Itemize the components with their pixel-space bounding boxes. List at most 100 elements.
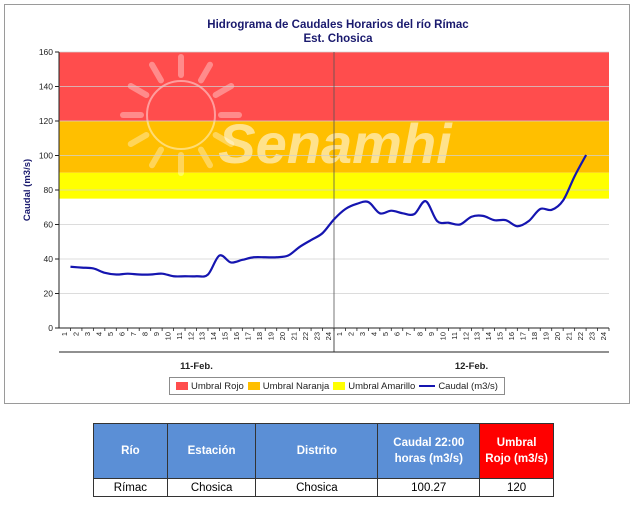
x-tick-label: 12 [461, 332, 470, 340]
x-tick-label: 10 [438, 332, 447, 340]
x-tick-label: 1 [335, 332, 344, 336]
legend-item-naranja: Umbral Naranja [247, 380, 330, 392]
table-header-row: Río Estación Distrito Caudal 22:00 horas… [93, 423, 554, 479]
x-tick-label: 13 [198, 332, 207, 340]
legend-label-caudal: Caudal (m3/s) [438, 380, 498, 392]
y-tick-label: 40 [44, 254, 54, 264]
x-tick-label: 19 [541, 332, 550, 340]
watermark-text: Senamhi [218, 112, 453, 175]
legend-item-amarillo: Umbral Amarillo [333, 381, 415, 392]
header-rio: Río [93, 423, 168, 479]
x-tick-label: 3 [358, 332, 367, 336]
watermark-ray [212, 132, 235, 147]
x-tick-label: 24 [599, 332, 608, 340]
x-tick-label: 8 [415, 332, 424, 336]
hydrograph-chart: Hidrograma de Caudales Horarios del río … [22, 19, 610, 372]
legend-label-amarillo: Umbral Amarillo [348, 380, 416, 392]
y-axis-label: Caudal (m3/s) [22, 159, 33, 221]
x-tick-label: 16 [507, 332, 516, 340]
x-tick-label: 20 [278, 332, 287, 340]
y-tick-label: 120 [39, 116, 53, 126]
x-tick-label: 2 [72, 332, 81, 336]
x-tick-label: 7 [129, 332, 138, 336]
watermark-ray [198, 61, 213, 84]
header-distrito: Distrito [255, 423, 379, 479]
legend-swatch-amarillo [333, 382, 346, 390]
x-tick-label: 17 [519, 332, 528, 340]
x-tick-label: 17 [244, 332, 253, 340]
watermark-sun-icon [146, 80, 216, 150]
series-line-caudal [70, 154, 588, 278]
legend-line-caudal [419, 385, 436, 387]
series-layer [70, 154, 588, 278]
x-tick-label: 8 [140, 332, 149, 336]
y-tick-label: 140 [39, 82, 53, 92]
cell-estacion: Chosica [166, 478, 257, 497]
legend-swatch-rojo [175, 382, 188, 390]
x-tick-label: 23 [312, 332, 321, 340]
watermark-ray [212, 83, 235, 98]
x-tick-label: 6 [393, 332, 402, 336]
chart-title: Hidrograma de Caudales Horarios del río … [207, 19, 469, 31]
x-tick-label: 18 [530, 332, 539, 340]
x-tick-label: 12 [186, 332, 195, 340]
x-tick-label: 4 [95, 332, 104, 336]
day-label: 12-Feb. [455, 361, 488, 372]
x-tick-label: 3 [83, 332, 92, 336]
legend-label-naranja: Umbral Naranja [262, 380, 330, 392]
watermark-ray [198, 146, 213, 169]
cell-distrito: Chosica [255, 478, 379, 497]
x-tick-label: 14 [209, 332, 218, 340]
day-label: 11-Feb. [180, 361, 213, 372]
x-tick-label: 21 [564, 332, 573, 340]
watermark: Senamhi [120, 54, 453, 176]
legend-item-rojo: Umbral Rojo [175, 380, 244, 392]
legend-label-rojo: Umbral Rojo [190, 380, 244, 392]
chart-legend: Umbral Rojo Umbral Naranja Umbral Amaril… [169, 377, 505, 395]
x-tick-label: 24 [324, 332, 333, 340]
y-tick-label: 80 [44, 185, 54, 195]
table-row: Rímac Chosica Chosica 100.27 120 [93, 478, 554, 497]
cell-umbral: 120 [479, 478, 554, 497]
header-umbral-rojo: Umbral Rojo (m3/s) [479, 423, 554, 479]
x-tick-label: 2 [347, 332, 356, 336]
x-tick-label: 5 [381, 332, 390, 336]
x-tick-label: 13 [473, 332, 482, 340]
x-tick-label: 5 [106, 332, 115, 336]
legend-swatch-naranja [247, 382, 260, 390]
x-tick-label: 14 [484, 332, 493, 340]
watermark-ray [127, 83, 150, 98]
x-tick-label: 23 [587, 332, 596, 340]
header-caudal: Caudal 22:00 horas (m3/s) [377, 423, 481, 479]
x-tick-label: 20 [553, 332, 562, 340]
station-info-table: Río Estación Distrito Caudal 22:00 horas… [93, 423, 554, 497]
y-tick-label: 60 [44, 220, 54, 230]
chart-subtitle: Est. Chosica [303, 33, 373, 45]
x-tick-label: 9 [152, 332, 161, 336]
watermark-ray [127, 132, 150, 147]
x-tick-label: 19 [266, 332, 275, 340]
watermark-ray [149, 146, 164, 169]
cell-rio: Rímac [93, 478, 168, 497]
y-tick-label: 160 [39, 47, 53, 57]
x-tick-label: 6 [118, 332, 127, 336]
x-tick-label: 10 [163, 332, 172, 340]
header-estacion: Estación [166, 423, 257, 479]
x-tick-label: 4 [370, 332, 379, 336]
y-tick-label: 20 [44, 289, 54, 299]
x-tick-label: 15 [496, 332, 505, 340]
y-tick-label: 100 [39, 151, 53, 161]
x-tick-label: 15 [221, 332, 230, 340]
x-tick-label: 16 [232, 332, 241, 340]
x-tick-label: 9 [427, 332, 436, 336]
x-tick-label: 22 [301, 332, 310, 340]
legend-item-caudal: Caudal (m3/s) [419, 381, 498, 392]
x-tick-label: 18 [255, 332, 264, 340]
x-tick-label: 21 [289, 332, 298, 340]
chart-frame: Hidrograma de Caudales Horarios del río … [4, 4, 630, 404]
x-tick-label: 7 [404, 332, 413, 336]
cell-caudal: 100.27 [377, 478, 481, 497]
y-tick-label: 0 [48, 323, 53, 333]
x-tick-label: 1 [60, 332, 69, 336]
